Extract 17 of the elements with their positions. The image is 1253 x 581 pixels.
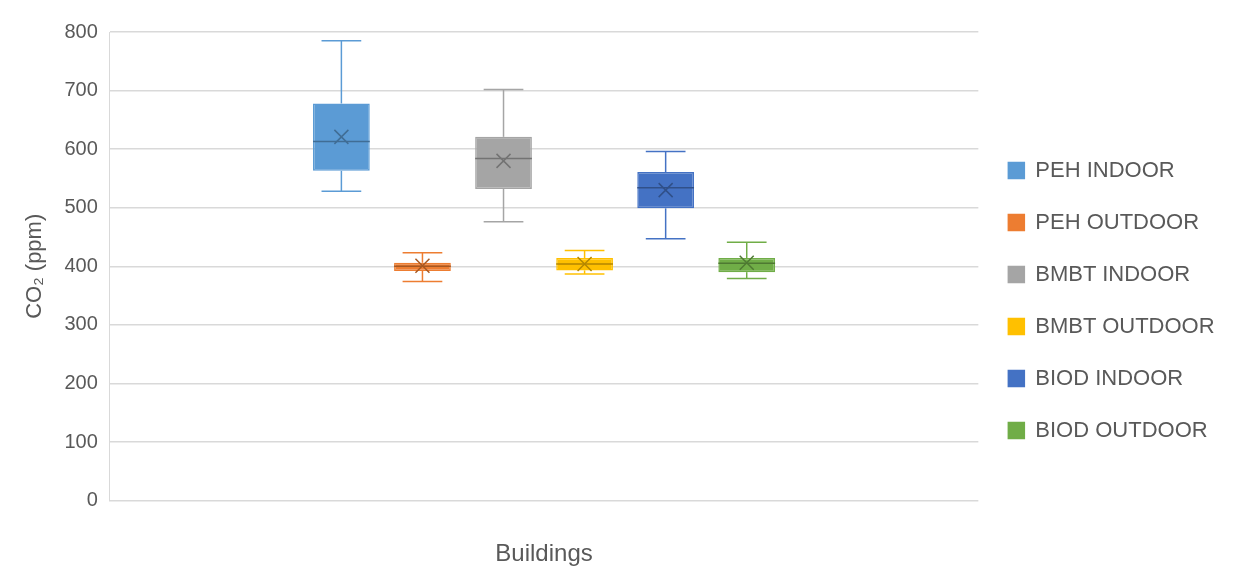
legend-label: BIOD OUTDOOR (1035, 416, 1208, 442)
x-axis-title: Buildings (495, 539, 593, 567)
y-tick-label: 300 (64, 312, 98, 335)
y-tick-label: 500 (64, 195, 98, 218)
y-tick-label: 400 (64, 253, 98, 276)
legend-label: PEH OUTDOOR (1035, 208, 1200, 234)
legend-label: BMBT INDOOR (1035, 260, 1191, 286)
legend-label: BMBT OUTDOOR (1035, 312, 1215, 338)
y-tick-label: 800 (64, 19, 98, 42)
legend-label: PEH INDOOR (1035, 156, 1175, 182)
y-tick-label: 700 (64, 78, 98, 101)
y-tick-label: 200 (64, 370, 98, 393)
y-tick-label: 600 (64, 136, 98, 159)
y-axis-title: CO₂ (ppm) (21, 213, 47, 319)
y-tick-label: 0 (86, 488, 98, 511)
legend-label: BIOD INDOOR (1035, 364, 1184, 390)
y-tick-label: 100 (64, 429, 98, 452)
